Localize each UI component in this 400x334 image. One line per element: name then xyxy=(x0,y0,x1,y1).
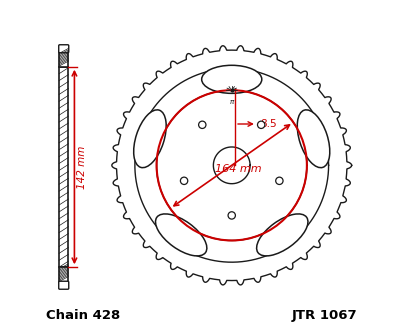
Text: JTR 1067: JTR 1067 xyxy=(291,309,357,322)
Circle shape xyxy=(276,177,283,184)
Circle shape xyxy=(258,121,265,129)
Text: 164 mm: 164 mm xyxy=(215,164,262,174)
FancyBboxPatch shape xyxy=(59,281,69,289)
Ellipse shape xyxy=(134,110,166,168)
FancyBboxPatch shape xyxy=(59,45,69,53)
Bar xyxy=(59,52,68,67)
Text: Chain 428: Chain 428 xyxy=(46,309,121,322)
Circle shape xyxy=(180,177,188,184)
Text: 142 mm: 142 mm xyxy=(77,145,87,189)
Circle shape xyxy=(199,121,206,129)
Bar xyxy=(59,267,68,282)
Text: 8.5: 8.5 xyxy=(260,119,277,129)
Ellipse shape xyxy=(257,214,308,256)
Bar xyxy=(59,67,68,267)
Ellipse shape xyxy=(202,65,262,94)
Ellipse shape xyxy=(156,214,207,256)
Ellipse shape xyxy=(297,110,330,168)
Text: $\pi$: $\pi$ xyxy=(228,98,235,106)
Circle shape xyxy=(228,212,236,219)
